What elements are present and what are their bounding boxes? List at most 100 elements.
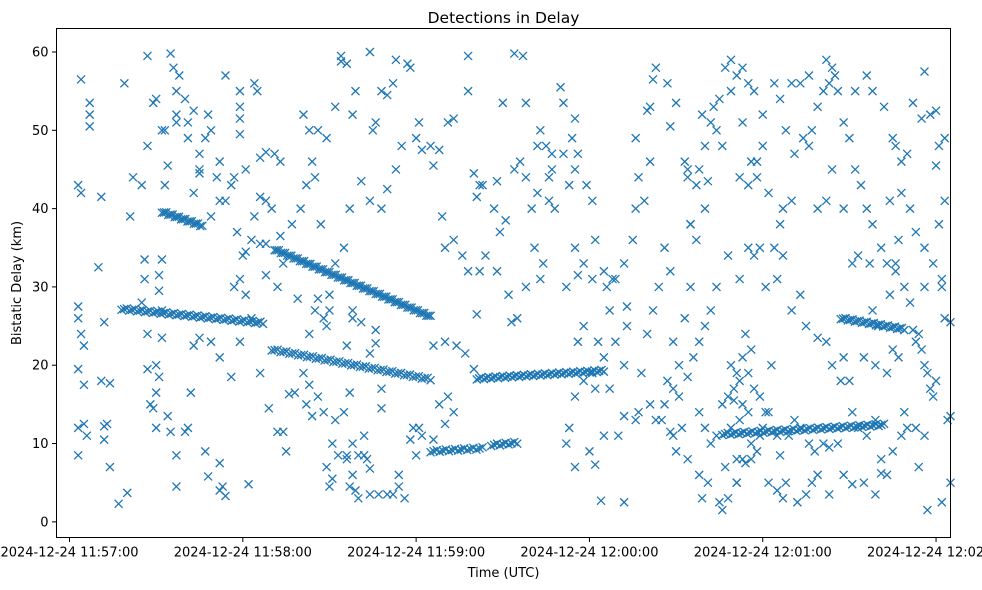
- data-point: [726, 423, 736, 433]
- data-point: [585, 368, 595, 377]
- data-point: [593, 337, 603, 347]
- data-point: [93, 262, 103, 272]
- data-point: [319, 313, 329, 323]
- data-point: [925, 384, 935, 394]
- plot-area-frame: [56, 28, 951, 538]
- data-point: [613, 431, 623, 441]
- data-point: [902, 149, 912, 159]
- data-point: [535, 125, 545, 135]
- data-point: [330, 258, 340, 268]
- data-point: [862, 204, 872, 214]
- data-markers: [73, 47, 955, 515]
- data-point: [365, 47, 375, 57]
- data-point: [891, 141, 901, 151]
- data-point: [197, 221, 207, 231]
- data-point: [509, 49, 519, 59]
- data-point: [677, 423, 687, 433]
- data-point: [206, 313, 216, 323]
- data-point: [714, 94, 724, 104]
- data-point: [215, 352, 225, 362]
- data-point: [275, 157, 285, 167]
- data-point: [683, 172, 693, 182]
- data-point: [791, 426, 801, 436]
- data-point: [200, 133, 210, 143]
- data-point: [148, 403, 158, 413]
- data-point: [308, 262, 317, 272]
- data-point: [148, 308, 158, 318]
- data-point: [827, 164, 837, 174]
- data-point: [365, 464, 375, 474]
- data-point: [148, 98, 158, 108]
- data-point: [732, 71, 742, 80]
- data-point: [619, 411, 629, 421]
- data-point: [521, 282, 531, 292]
- data-point: [330, 102, 340, 112]
- data-point: [310, 305, 320, 315]
- data-point: [521, 371, 531, 381]
- x-tick-label: 2024-12-24 11:58:00: [174, 546, 312, 561]
- data-point: [772, 274, 782, 284]
- data-point: [818, 86, 828, 96]
- data-point: [206, 125, 216, 135]
- data-point: [821, 337, 831, 347]
- data-point: [550, 204, 560, 214]
- data-point: [651, 415, 661, 425]
- data-point: [662, 78, 672, 88]
- data-point: [925, 110, 935, 120]
- data-point: [587, 368, 597, 378]
- data-point: [579, 321, 589, 331]
- data-point: [358, 284, 368, 293]
- data-point: [813, 470, 823, 480]
- data-point: [195, 313, 205, 323]
- x-axis-label: Time (UTC): [467, 566, 540, 581]
- data-point: [171, 118, 181, 127]
- data-point: [674, 360, 684, 370]
- data-point: [587, 274, 597, 284]
- data-point: [325, 482, 334, 492]
- data-point: [221, 71, 230, 80]
- data-point: [400, 493, 410, 503]
- data-point: [564, 369, 574, 379]
- data-point: [339, 407, 349, 417]
- data-point: [151, 423, 161, 433]
- data-point: [472, 375, 482, 384]
- data-point: [79, 380, 89, 390]
- data-point: [183, 118, 193, 127]
- data-point: [668, 337, 678, 347]
- data-point: [750, 428, 760, 438]
- data-point: [743, 368, 753, 378]
- data-point: [876, 420, 886, 430]
- data-point: [558, 149, 568, 159]
- data-point: [440, 419, 450, 429]
- data-point: [327, 270, 336, 280]
- data-point: [472, 192, 482, 202]
- data-point: [813, 204, 823, 214]
- data-point: [839, 352, 849, 362]
- data-point: [735, 415, 745, 425]
- data-point: [390, 297, 400, 307]
- data-point: [795, 78, 805, 88]
- data-point: [190, 311, 200, 321]
- data-point: [726, 430, 735, 440]
- data-point: [778, 251, 788, 261]
- data-point: [570, 392, 580, 402]
- data-point: [322, 321, 332, 331]
- data-point: [700, 204, 710, 214]
- data-point: [255, 192, 265, 202]
- data-point: [518, 51, 528, 61]
- data-point: [182, 310, 192, 320]
- data-point: [137, 298, 147, 308]
- data-point: [250, 318, 260, 328]
- data-point: [252, 86, 262, 96]
- data-point: [742, 429, 752, 439]
- data-point: [920, 67, 929, 77]
- data-point: [808, 425, 818, 435]
- data-point: [660, 399, 669, 409]
- data-point: [453, 446, 463, 456]
- data-point: [862, 431, 872, 441]
- data-point: [911, 227, 921, 237]
- data-point: [561, 282, 571, 292]
- data-point: [241, 290, 251, 300]
- data-point: [96, 376, 106, 386]
- data-point: [475, 266, 485, 276]
